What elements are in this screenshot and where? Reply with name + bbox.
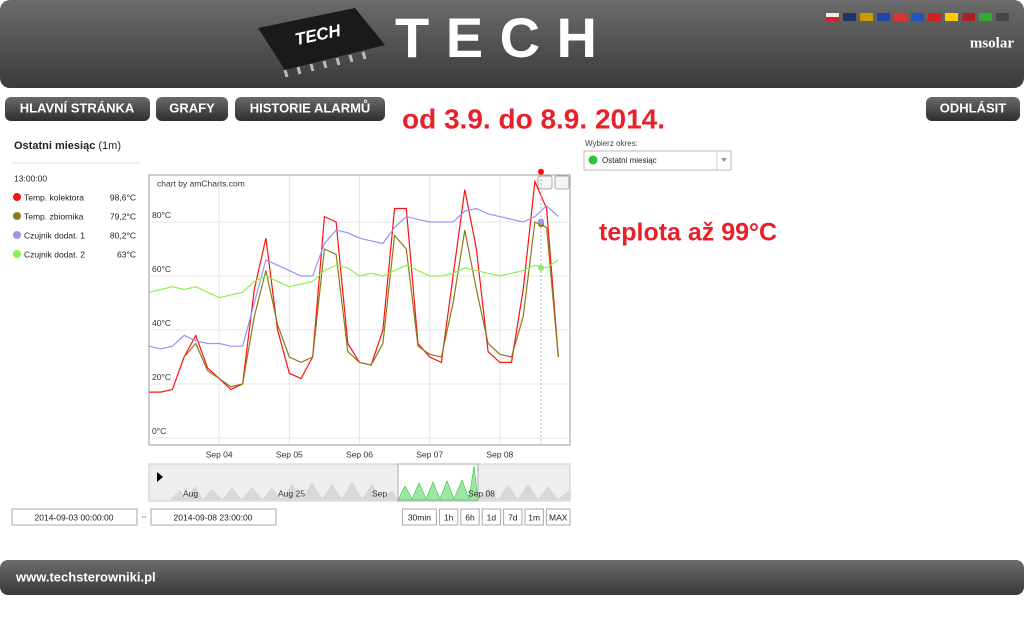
footer — [0, 560, 1024, 595]
x-tick-label: Sep 07 — [416, 449, 443, 459]
nav-label[interactable]: HLAVNÍ STRÁNKA — [20, 100, 135, 115]
nav-button[interactable] — [5, 97, 150, 121]
zoom-label[interactable]: MAX — [549, 512, 568, 522]
series-line — [148, 259, 559, 299]
zoom-label[interactable]: 30min — [408, 512, 431, 522]
period-label: Wybierz okres: — [585, 139, 638, 148]
series-line — [148, 204, 559, 350]
y-tick-label: 0°C — [152, 426, 166, 436]
zoom-button[interactable] — [481, 508, 502, 526]
legend-value: 79,2°C — [110, 211, 136, 221]
end-date[interactable]: 2014-09-08 23:00:00 — [174, 512, 253, 522]
chip-icon — [258, 8, 385, 78]
panel-title: Ostatni miesiąc (1m) — [14, 140, 121, 152]
header — [0, 0, 1024, 88]
plot: 0°C 20°C 40°C 60°C 80°C Sep 04 Sep 05 Sep 06 Sep… — [148, 168, 570, 459]
navigator-label: Aug 25 — [278, 488, 305, 498]
zoom-button[interactable] — [401, 508, 437, 526]
language-flags — [826, 13, 1009, 21]
nav-label[interactable]: GRAFY — [169, 100, 215, 115]
zoom-button[interactable] — [460, 508, 480, 526]
series-line — [183, 221, 559, 388]
zoom-label[interactable]: 1m — [528, 512, 540, 522]
nav: HLAVNÍ STRÁNKA GRAFY HISTORIE ALARMŮ ODH… — [5, 97, 1020, 121]
cursor-time: 13:00:00 — [14, 173, 47, 183]
y-tick-label: 60°C — [152, 264, 171, 274]
navigator-history — [478, 484, 570, 500]
legend-dot — [13, 212, 21, 220]
zoom-label[interactable]: 1h — [444, 512, 454, 522]
zoom-button[interactable] — [438, 508, 459, 526]
x-tick-label: Sep 08 — [486, 449, 513, 459]
legend-value: 80,2°C — [110, 230, 136, 240]
cursor-dot — [538, 218, 544, 225]
x-tick-label: Sep 06 — [346, 449, 373, 459]
end-input[interactable] — [150, 508, 277, 526]
legend-name: Czujnik dodat. 1 — [24, 230, 85, 240]
legend-name: Czujnik dodat. 2 — [24, 249, 85, 259]
legend-dot — [13, 193, 21, 201]
legend-dot — [13, 250, 21, 258]
period-value[interactable]: Ostatni miesiąc — [602, 156, 657, 165]
cursor-dot — [538, 168, 544, 175]
zoom-label[interactable]: 7d — [508, 512, 518, 522]
navigator-label: Sep 08 — [468, 488, 495, 498]
panel-title-text: Ostatni miesiąc — [14, 140, 95, 152]
username: msolar — [970, 35, 1015, 51]
legend-value: 63°C — [117, 249, 136, 259]
x-tick-label: Sep 05 — [276, 449, 303, 459]
logout-label[interactable]: ODHLÁSIT — [940, 100, 1007, 115]
start-date[interactable]: 2014-09-03 00:00:00 — [35, 512, 114, 522]
y-tick-label: 40°C — [152, 318, 171, 328]
start-input[interactable] — [11, 508, 138, 526]
navigator-range — [397, 465, 479, 501]
tool-button[interactable] — [537, 175, 553, 190]
logo-text: TECH — [395, 6, 605, 69]
chart-credit: chart by amCharts.com — [157, 178, 245, 188]
zoom-button[interactable] — [503, 508, 523, 526]
y-tick-label: 80°C — [152, 210, 171, 220]
legend-name: Temp. kolektora — [24, 192, 84, 202]
zoom-buttons: 30min 1h 6h 1d 7d 1m MAX — [401, 508, 571, 526]
select-arrow — [721, 158, 727, 162]
x-tick-label: Sep 04 — [206, 449, 233, 459]
navigator-label: Aug — [183, 488, 198, 498]
play-button[interactable] — [157, 472, 163, 482]
nav-button[interactable] — [156, 97, 228, 121]
period-select[interactable] — [583, 150, 732, 171]
legend-name: Temp. zbiornika — [24, 211, 84, 221]
logout-button[interactable] — [926, 97, 1020, 121]
zoom-label[interactable]: 1d — [487, 512, 497, 522]
navigator-history — [170, 481, 398, 500]
note-annotation: teplota až 99°C — [599, 219, 777, 247]
range-annotation: od 3.9. do 8.9. 2014. — [402, 103, 665, 134]
legend-value: 98,6°C — [110, 192, 136, 202]
zoom-button[interactable] — [545, 508, 571, 526]
zoom-button[interactable] — [524, 508, 544, 526]
legend-dot — [13, 231, 21, 239]
panel-title-suffix: (1m) — [98, 140, 121, 152]
nav-label[interactable]: HISTORIE ALARMŮ — [250, 99, 371, 115]
tool-button[interactable] — [554, 175, 570, 190]
period-dot — [588, 155, 598, 165]
nav-button[interactable] — [235, 97, 385, 121]
navigator-label: Sep — [372, 488, 387, 498]
footer-text[interactable]: www.techsterowniki.pl — [15, 569, 156, 584]
y-tick-label: 20°C — [152, 372, 171, 382]
zoom-label[interactable]: 6h — [465, 512, 475, 522]
